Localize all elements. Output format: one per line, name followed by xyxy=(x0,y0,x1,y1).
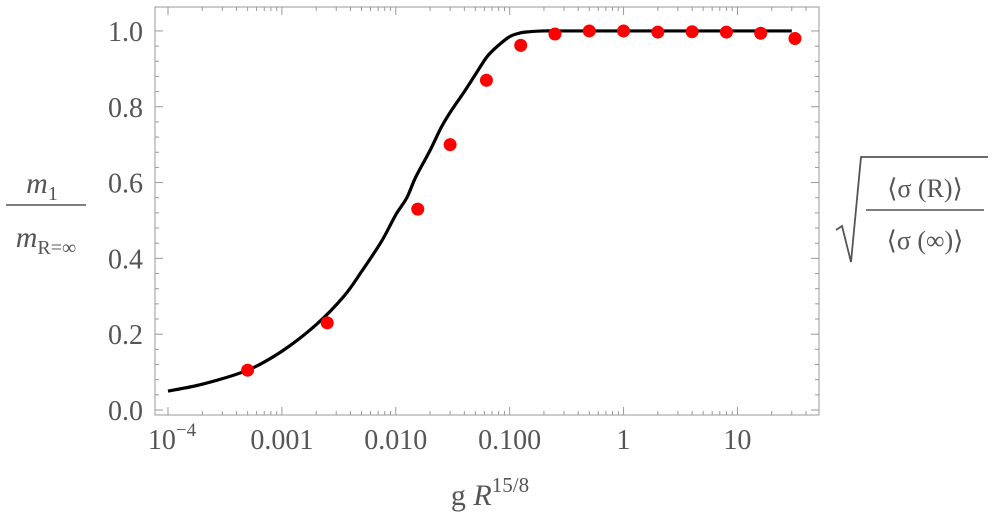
data-point xyxy=(479,73,493,87)
minor-ticks xyxy=(155,7,819,415)
data-point xyxy=(241,363,255,377)
y-tick-label: 0.6 xyxy=(108,169,143,200)
x-tick-label: 10−4 xyxy=(148,420,197,456)
x-tick-label: 1 xyxy=(617,425,631,456)
data-point xyxy=(582,24,596,38)
data-point xyxy=(788,32,802,46)
x-axis-label: g R15/8 xyxy=(451,473,529,512)
x-axis-label-var: R xyxy=(472,479,491,512)
y-tick-label: 0.4 xyxy=(108,244,143,275)
y-axis-label-left-denominator: mR=∞ xyxy=(16,221,77,259)
data-point xyxy=(514,38,528,52)
x-tick-label: 0.100 xyxy=(478,425,541,456)
y-tick-label: 0.0 xyxy=(108,396,143,427)
y-axis-label-right-numerator: ⟨σ (R)⟩ xyxy=(887,174,962,203)
y-tick-label: 1.0 xyxy=(108,17,143,48)
data-point xyxy=(320,316,334,330)
y-axis-label-left-den-var: m xyxy=(16,221,38,254)
sqrt-sign-icon xyxy=(835,156,988,263)
y-tick-labels: 0.0 0.2 0.4 0.6 0.8 1.0 xyxy=(108,17,143,427)
y-tick-label: 0.8 xyxy=(108,93,143,124)
data-point xyxy=(719,25,733,39)
fit-curve-line xyxy=(167,29,792,393)
data-point xyxy=(617,24,631,38)
data-point xyxy=(651,25,665,39)
y-axis-label-right-denominator: ⟨σ (∞)⟩ xyxy=(887,226,964,255)
data-point xyxy=(548,27,562,41)
x-axis-label-sup: 15/8 xyxy=(492,473,529,497)
plot-frame xyxy=(154,6,820,416)
data-point xyxy=(685,25,699,39)
y-axis-label-left-numerator: m1 xyxy=(26,167,58,205)
y-axis-label-left: m1 mR=∞ xyxy=(6,167,86,259)
y-axis-label-left-num-sub: 1 xyxy=(48,183,58,205)
data-point xyxy=(754,26,768,40)
x-tick-label: 0.001 xyxy=(250,425,313,456)
y-tick-label: 0.2 xyxy=(108,320,143,351)
y-axis-label-left-num-var: m xyxy=(26,167,48,200)
data-point xyxy=(443,138,457,152)
y-axis-label-left-den-sub: R=∞ xyxy=(37,237,76,259)
x-tick-labels: 10−4 0.001 0.010 0.100 1 10 xyxy=(148,420,752,456)
data-point xyxy=(411,202,425,216)
x-axis-label-base: g xyxy=(451,479,474,512)
y-axis-label-right: ⟨σ (R)⟩ ⟨σ (∞)⟩ xyxy=(835,156,988,263)
series-layer xyxy=(167,24,802,393)
major-ticks xyxy=(155,7,819,415)
x-tick-label: 0.010 xyxy=(364,425,427,456)
x-tick-label: 10 xyxy=(723,425,751,456)
